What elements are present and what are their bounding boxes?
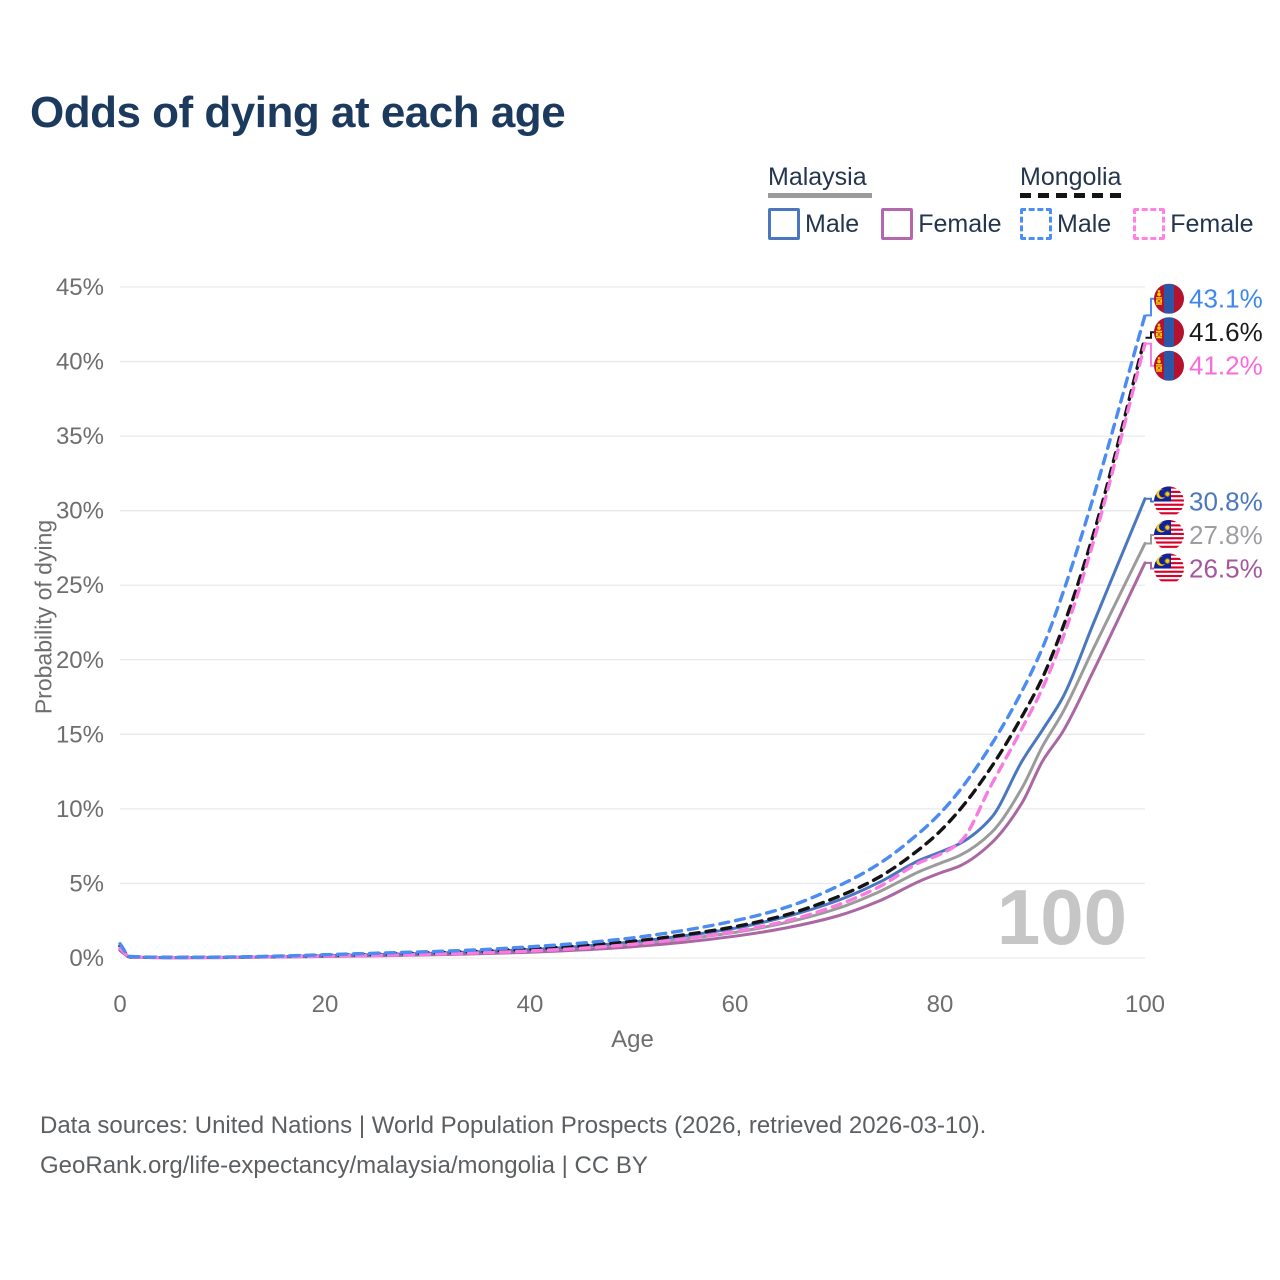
end-label-connector — [1145, 297, 1156, 317]
legend-country-mongolia[interactable]: Mongolia — [1020, 163, 1122, 191]
legend-label-malaysia-male: Male — [805, 209, 860, 238]
legend-label-mongolia-female: Female — [1170, 209, 1254, 238]
y-tick-label: 25% — [56, 572, 104, 599]
y-tick-label: 45% — [56, 274, 104, 301]
end-label-connector — [1145, 534, 1156, 545]
series-line-mongolia-female — [118, 342, 1147, 960]
mongolia-flag-icon — [1154, 317, 1184, 348]
legend-label-mongolia-male: Male — [1057, 209, 1112, 238]
malaysia-flag-icon — [1154, 553, 1184, 584]
source-caption: Data sources: United Nations | World Pop… — [40, 1106, 986, 1186]
end-label-connector — [1145, 342, 1156, 367]
y-tick-label: 35% — [56, 423, 104, 450]
source-caption-line1: Data sources: United Nations | World Pop… — [40, 1112, 987, 1139]
legend-underline-malaysia — [768, 193, 872, 198]
chart-title: Odds of dying at each age — [30, 88, 566, 137]
series-line-mongolia-male — [118, 313, 1147, 960]
legend-item-mongolia-female[interactable]: Female — [1133, 208, 1254, 240]
y-tick-label: 30% — [56, 498, 104, 525]
malaysia-flag-icon — [1154, 520, 1184, 551]
x-axis-title: Age — [611, 1026, 654, 1053]
y-axis-title: Probability of dying — [30, 519, 57, 715]
end-label-connector — [1145, 497, 1156, 503]
legend-swatch-mongolia-female-icon — [1133, 208, 1166, 240]
legend-item-malaysia-female[interactable]: Female — [881, 208, 1002, 240]
x-tick-label: 0 — [113, 991, 126, 1018]
x-tick-label: 20 — [312, 991, 339, 1018]
y-tick-label: 15% — [56, 721, 104, 748]
series-line-mongolia-both — [118, 336, 1147, 960]
y-tick-label: 5% — [69, 870, 104, 897]
series-line-malaysia-male — [118, 497, 1147, 960]
y-tick-label: 40% — [56, 349, 104, 376]
end-value-label-malaysia-male: 30.8% — [1189, 487, 1263, 517]
end-value-label-mongolia-female: 41.2% — [1189, 351, 1263, 381]
end-value-label-mongolia-male: 43.1% — [1189, 284, 1263, 314]
series-line-malaysia-female — [118, 561, 1147, 960]
legend-item-malaysia-male[interactable]: Male — [768, 208, 859, 240]
legend-group-malaysia: Malaysia Male Female — [768, 164, 1024, 240]
mongolia-flag-icon — [1154, 283, 1184, 314]
legend-underline-mongolia — [1020, 193, 1124, 198]
y-tick-label: 10% — [56, 796, 104, 823]
x-tick-label: 60 — [722, 991, 749, 1018]
legend-country-malaysia[interactable]: Malaysia — [768, 163, 867, 191]
x-tick-label: 40 — [517, 991, 544, 1018]
legend-swatch-malaysia-male-icon — [768, 208, 800, 240]
legend-item-mongolia-male[interactable]: Male — [1020, 208, 1111, 240]
legend-swatch-mongolia-male-icon — [1020, 208, 1052, 240]
source-caption-line2: GeoRank.org/life-expectancy/malaysia/mon… — [40, 1152, 648, 1179]
end-label-connector — [1145, 561, 1156, 570]
x-tick-label: 100 — [1125, 991, 1165, 1018]
chart-canvas: 0% 5% 10% 15% 20% 25% 30% 35% 40% 45% 0 20 40 60 80 100… — [56, 274, 1263, 1018]
legend-group-mongolia: Mongolia Male Female — [1020, 164, 1276, 240]
series-line-malaysia-both — [118, 542, 1147, 960]
end-label-connector — [1145, 331, 1156, 339]
end-value-label-malaysia-both: 27.8% — [1189, 520, 1263, 550]
y-tick-label: 0% — [69, 945, 104, 972]
mongolia-flag-icon — [1154, 350, 1184, 381]
y-tick-label: 20% — [56, 647, 104, 674]
x-tick-label: 80 — [927, 991, 954, 1018]
end-value-label-malaysia-female: 26.5% — [1189, 554, 1263, 584]
age-watermark: 100 — [997, 873, 1127, 961]
malaysia-flag-icon — [1154, 486, 1184, 517]
legend-label-malaysia-female: Female — [918, 209, 1002, 238]
end-value-label-mongolia-both: 41.6% — [1189, 317, 1263, 347]
legend-swatch-malaysia-female-icon — [881, 208, 914, 240]
